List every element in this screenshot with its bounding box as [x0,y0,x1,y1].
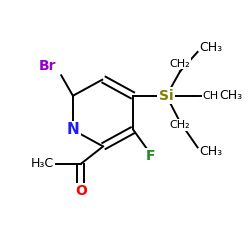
Text: Si: Si [159,89,174,103]
Text: CH₃: CH₃ [200,145,223,158]
Text: H₃C: H₃C [30,158,54,170]
Text: Br: Br [39,58,56,72]
Text: CH₂: CH₂ [202,91,223,101]
Text: F: F [146,149,156,163]
Text: CH₃: CH₃ [200,40,223,54]
Text: O: O [75,184,87,198]
Text: CH₂: CH₂ [170,59,190,69]
Text: CH₃: CH₃ [219,89,242,102]
Text: CH₂: CH₂ [170,120,190,130]
Text: N: N [66,122,79,137]
